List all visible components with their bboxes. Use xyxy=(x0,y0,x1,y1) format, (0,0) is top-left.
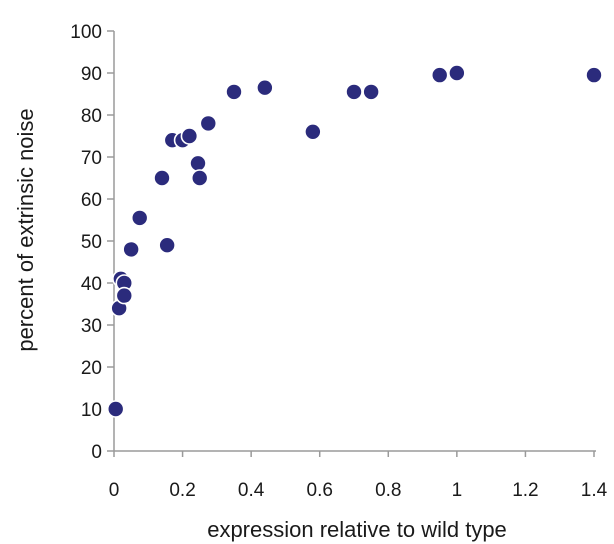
x-axis-title: expression relative to wild type xyxy=(207,517,507,542)
y-tick-label: 90 xyxy=(81,64,102,85)
y-axis-title: percent of extrinsic noise xyxy=(13,108,38,351)
y-tick-label: 80 xyxy=(81,106,102,127)
data-point xyxy=(122,240,140,259)
data-points xyxy=(106,64,603,418)
data-point xyxy=(256,78,274,97)
x-tick-label: 0.2 xyxy=(169,480,195,501)
data-point xyxy=(189,154,207,173)
y-tick-label: 30 xyxy=(81,316,102,337)
data-point xyxy=(130,209,149,227)
data-point xyxy=(430,66,449,84)
data-point xyxy=(362,83,380,101)
x-tick-label: 1 xyxy=(452,480,463,501)
data-point xyxy=(225,83,243,101)
data-point xyxy=(448,64,466,82)
x-axis-ticks: 0 0.2 0.4 0.6 0.8 1 1.2 1.4 xyxy=(109,451,608,501)
y-tick-label: 40 xyxy=(81,274,102,295)
y-tick-label: 20 xyxy=(81,358,102,379)
y-tick-label: 100 xyxy=(70,22,102,43)
x-tick-label: 1.2 xyxy=(512,480,538,501)
data-point xyxy=(190,169,209,187)
data-point xyxy=(180,127,199,145)
y-tick-label: 10 xyxy=(81,400,102,421)
y-tick-label: 50 xyxy=(81,232,102,253)
data-point xyxy=(345,83,363,101)
data-point xyxy=(115,286,134,305)
y-tick-label: 0 xyxy=(91,442,102,463)
data-point xyxy=(106,400,125,418)
y-tick-label: 70 xyxy=(81,148,102,169)
data-point xyxy=(158,236,176,254)
x-tick-label: 0 xyxy=(109,480,120,501)
y-tick-label: 60 xyxy=(81,190,102,211)
x-tick-label: 0.8 xyxy=(375,480,401,501)
x-tick-label: 0.4 xyxy=(238,480,265,501)
y-axis-ticks: 0 10 20 30 40 50 60 70 80 90 100 xyxy=(70,22,114,463)
x-tick-label: 1.4 xyxy=(581,480,608,501)
data-point xyxy=(153,169,171,187)
data-point xyxy=(304,123,322,141)
data-point xyxy=(585,66,603,84)
x-tick-label: 0.6 xyxy=(307,480,333,501)
data-point xyxy=(199,114,218,133)
